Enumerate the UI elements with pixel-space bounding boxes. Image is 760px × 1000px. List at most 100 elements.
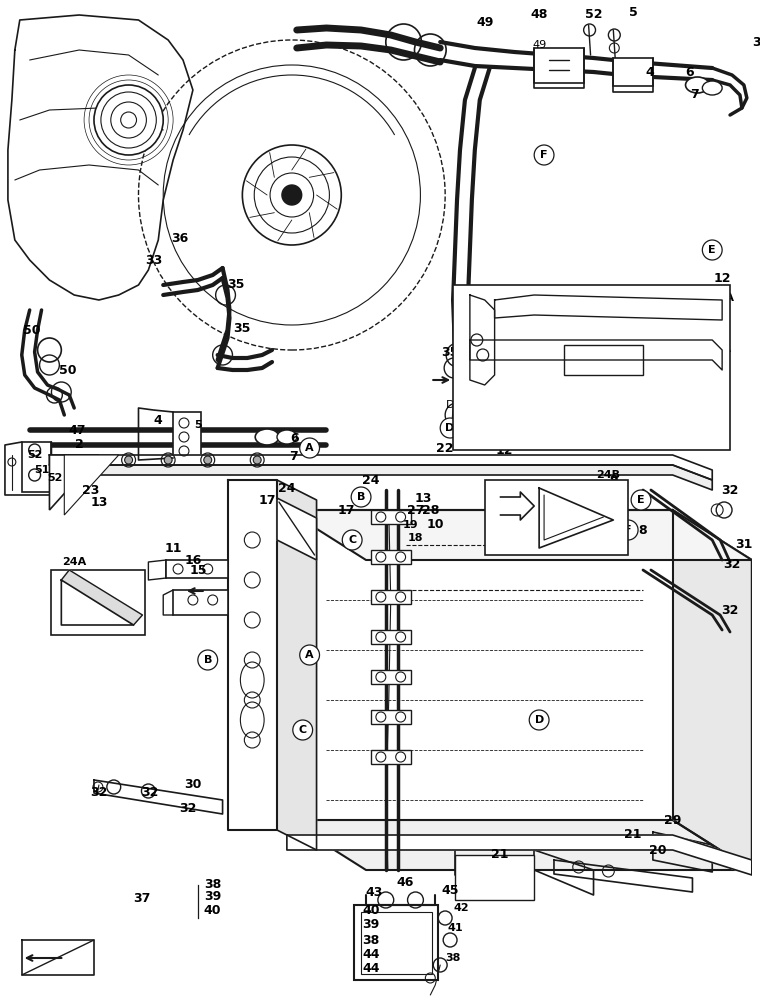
Text: 19: 19 — [555, 514, 572, 526]
Polygon shape — [62, 580, 134, 625]
Circle shape — [242, 145, 341, 245]
Text: 45: 45 — [442, 884, 459, 898]
Text: 13: 13 — [474, 284, 492, 296]
Circle shape — [351, 487, 371, 507]
Polygon shape — [277, 480, 317, 850]
Text: D: D — [446, 400, 454, 410]
Text: 21: 21 — [491, 848, 508, 861]
Ellipse shape — [277, 430, 296, 444]
Text: 31: 31 — [735, 538, 752, 552]
Circle shape — [619, 520, 638, 540]
Bar — [534, 48, 584, 83]
Text: 22: 22 — [436, 442, 454, 454]
Bar — [485, 480, 629, 555]
Circle shape — [299, 438, 319, 458]
Text: 22A: 22A — [704, 342, 731, 355]
Text: 32: 32 — [141, 786, 159, 800]
Text: 9: 9 — [609, 474, 618, 487]
Text: 7: 7 — [290, 450, 298, 462]
Text: 6: 6 — [686, 66, 694, 79]
Text: B: B — [204, 655, 212, 665]
Text: 52: 52 — [584, 8, 602, 21]
Text: 24B: 24B — [597, 470, 620, 480]
Text: 21: 21 — [625, 828, 642, 842]
Circle shape — [282, 185, 302, 205]
Ellipse shape — [686, 77, 709, 93]
Text: 27: 27 — [407, 504, 424, 516]
Text: 40: 40 — [204, 904, 221, 916]
Text: 39: 39 — [204, 890, 221, 904]
Text: 44: 44 — [363, 948, 380, 960]
Bar — [371, 630, 410, 644]
Text: 12: 12 — [496, 444, 513, 456]
Text: FRONT: FRONT — [34, 950, 74, 960]
Circle shape — [125, 456, 132, 464]
Text: 17: 17 — [258, 493, 276, 506]
Text: B: B — [357, 492, 366, 502]
Text: 47: 47 — [68, 424, 86, 436]
Text: 6: 6 — [290, 432, 299, 444]
Bar — [564, 345, 643, 375]
Bar — [166, 560, 227, 578]
Bar — [371, 550, 410, 564]
Bar — [371, 670, 410, 684]
Text: 24A: 24A — [62, 557, 87, 567]
Polygon shape — [470, 295, 495, 385]
Bar — [354, 905, 439, 980]
Text: 7: 7 — [690, 89, 698, 102]
Text: 13: 13 — [90, 495, 108, 508]
Polygon shape — [227, 480, 277, 830]
Bar — [173, 590, 227, 615]
Polygon shape — [673, 510, 752, 870]
Polygon shape — [287, 835, 752, 875]
Text: A: A — [306, 650, 314, 660]
Circle shape — [164, 456, 172, 464]
Bar — [613, 58, 653, 86]
Text: 40: 40 — [363, 904, 380, 916]
Text: C: C — [299, 725, 307, 735]
Circle shape — [529, 710, 549, 730]
Text: 35: 35 — [442, 346, 459, 359]
Text: 35: 35 — [226, 278, 244, 292]
Bar — [361, 912, 432, 974]
Ellipse shape — [702, 81, 722, 95]
Text: 8: 8 — [638, 524, 648, 536]
Circle shape — [293, 720, 312, 740]
Text: 51: 51 — [34, 465, 49, 475]
Text: 24: 24 — [363, 474, 380, 487]
Text: 13: 13 — [415, 491, 432, 504]
Circle shape — [440, 418, 460, 438]
Circle shape — [253, 456, 261, 464]
Polygon shape — [287, 820, 752, 870]
Polygon shape — [65, 455, 119, 515]
Text: F: F — [625, 525, 632, 535]
Polygon shape — [22, 940, 94, 975]
Text: 18: 18 — [407, 533, 423, 543]
Text: E: E — [637, 495, 644, 505]
Text: 32: 32 — [721, 603, 739, 616]
Polygon shape — [49, 455, 99, 510]
Polygon shape — [470, 340, 722, 370]
Text: 52: 52 — [27, 450, 43, 460]
Text: 49: 49 — [476, 15, 493, 28]
Text: 52: 52 — [46, 473, 62, 483]
Text: 49: 49 — [532, 40, 546, 50]
Circle shape — [702, 240, 722, 260]
Text: 32: 32 — [90, 786, 108, 800]
Text: 11: 11 — [164, 542, 182, 554]
Text: 46: 46 — [397, 876, 414, 888]
Text: 18: 18 — [560, 504, 578, 516]
Polygon shape — [8, 15, 193, 300]
Bar — [371, 710, 410, 724]
Circle shape — [299, 645, 319, 665]
Polygon shape — [62, 570, 142, 625]
Text: E: E — [708, 245, 716, 255]
Polygon shape — [495, 295, 722, 320]
Text: 17: 17 — [337, 504, 355, 516]
Text: 50: 50 — [59, 363, 76, 376]
Circle shape — [534, 145, 554, 165]
Text: D: D — [534, 715, 543, 725]
Text: 42: 42 — [453, 903, 469, 913]
Polygon shape — [287, 510, 673, 820]
Text: 28: 28 — [422, 504, 439, 516]
